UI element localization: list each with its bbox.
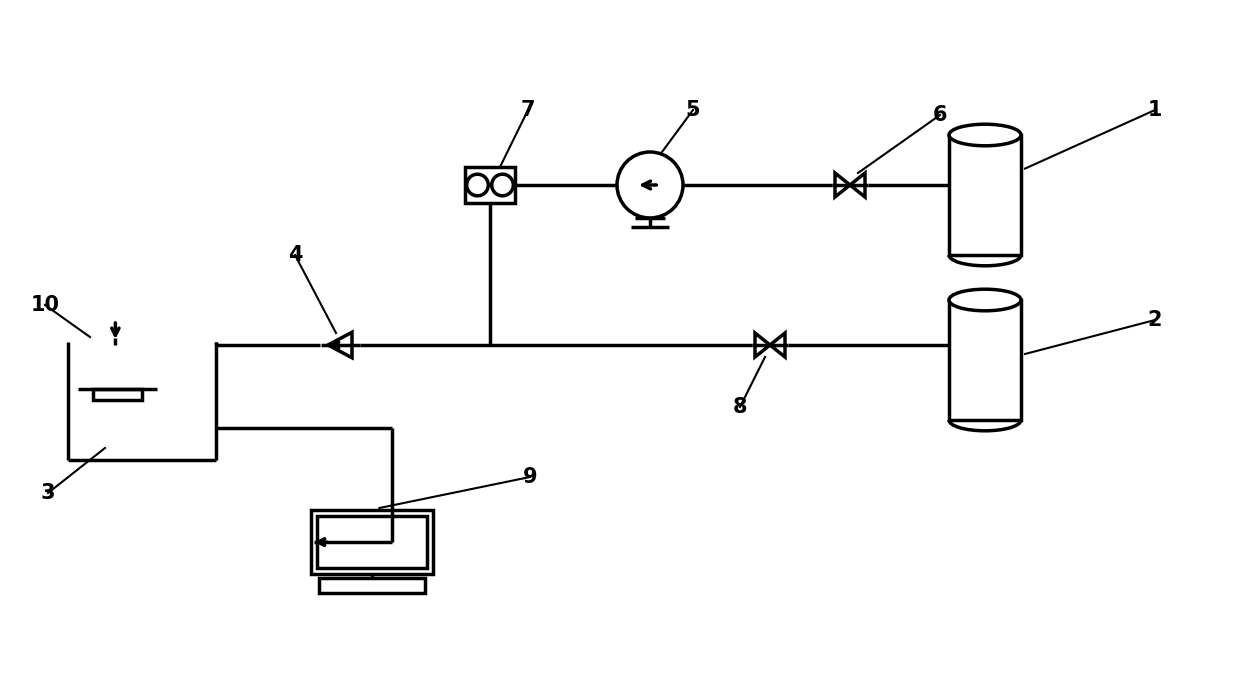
Bar bbox=[319, 578, 425, 593]
Ellipse shape bbox=[949, 289, 1021, 310]
Bar bbox=[465, 167, 515, 203]
Text: 4: 4 bbox=[288, 245, 303, 265]
Text: 3: 3 bbox=[41, 483, 56, 503]
Text: 9: 9 bbox=[523, 467, 537, 487]
Text: 10: 10 bbox=[31, 295, 60, 315]
Text: 6: 6 bbox=[932, 105, 947, 125]
Bar bbox=[93, 389, 141, 400]
Bar bbox=[317, 516, 427, 568]
Text: 2: 2 bbox=[1148, 310, 1162, 330]
Bar bbox=[949, 135, 1021, 255]
Text: 5: 5 bbox=[686, 100, 701, 120]
Bar bbox=[949, 300, 1021, 420]
Text: 7: 7 bbox=[521, 100, 536, 120]
Text: 1: 1 bbox=[1148, 100, 1162, 120]
Text: 8: 8 bbox=[733, 397, 748, 417]
Bar bbox=[311, 510, 433, 574]
Ellipse shape bbox=[949, 124, 1021, 146]
